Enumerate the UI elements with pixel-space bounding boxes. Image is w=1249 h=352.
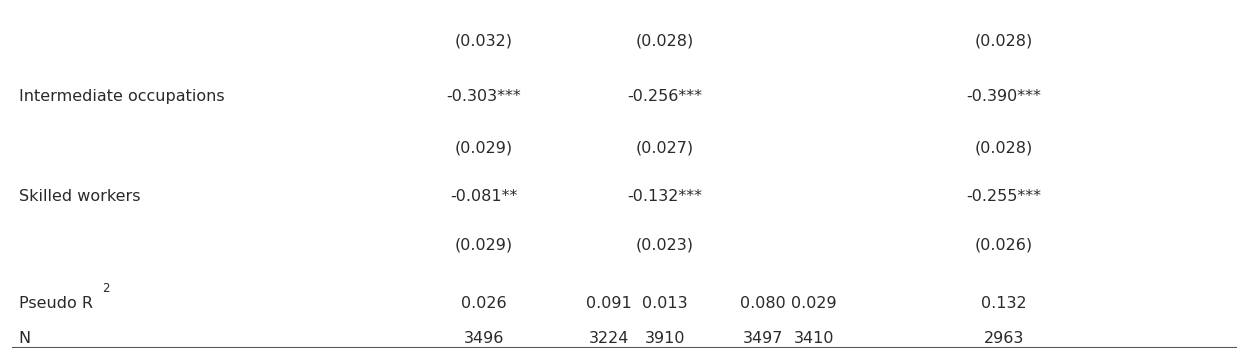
Text: -0.081**: -0.081** [450, 189, 517, 204]
Text: (0.023): (0.023) [636, 238, 694, 252]
Text: 2963: 2963 [984, 331, 1024, 346]
Text: -0.132***: -0.132*** [627, 189, 702, 204]
Text: (0.029): (0.029) [455, 141, 513, 156]
Text: 0.013: 0.013 [642, 296, 688, 311]
Text: 3496: 3496 [463, 331, 503, 346]
Text: -0.256***: -0.256*** [627, 89, 702, 104]
Text: (0.028): (0.028) [974, 34, 1033, 49]
Text: -0.390***: -0.390*** [967, 89, 1042, 104]
Text: 0.132: 0.132 [982, 296, 1027, 311]
Text: (0.029): (0.029) [455, 238, 513, 252]
Text: Pseudo R: Pseudo R [19, 296, 92, 311]
Text: 0.091: 0.091 [586, 296, 632, 311]
Text: 0.080: 0.080 [739, 296, 786, 311]
Text: (0.028): (0.028) [636, 34, 694, 49]
Text: -0.303***: -0.303*** [446, 89, 521, 104]
Text: 0.026: 0.026 [461, 296, 507, 311]
Text: -0.255***: -0.255*** [967, 189, 1042, 204]
Text: 3497: 3497 [743, 331, 783, 346]
Text: 3224: 3224 [588, 331, 628, 346]
Text: 3910: 3910 [644, 331, 686, 346]
Text: Intermediate occupations: Intermediate occupations [19, 89, 225, 104]
Text: (0.027): (0.027) [636, 141, 694, 156]
Text: 2: 2 [102, 282, 110, 295]
Text: Skilled workers: Skilled workers [19, 189, 140, 204]
Text: (0.026): (0.026) [975, 238, 1033, 252]
Text: (0.028): (0.028) [974, 141, 1033, 156]
Text: 0.029: 0.029 [792, 296, 837, 311]
Text: 3410: 3410 [794, 331, 834, 346]
Text: N: N [19, 331, 31, 346]
Text: (0.032): (0.032) [455, 34, 513, 49]
